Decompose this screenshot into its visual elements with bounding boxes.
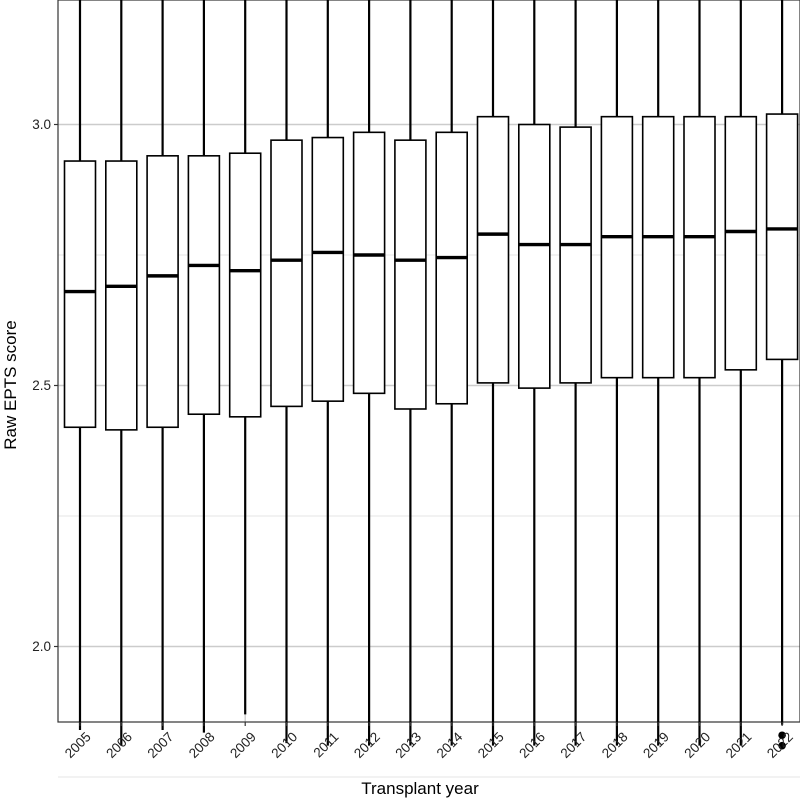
iqr-box <box>63 160 97 429</box>
iqr-box <box>600 115 634 379</box>
outlier-point <box>778 731 786 740</box>
box-2008 <box>187 0 221 733</box>
y-tick-label: 2.5 <box>32 378 51 393</box>
y-tick-label: 2.0 <box>32 639 51 654</box>
iqr-box <box>559 126 592 384</box>
boxes <box>63 0 799 750</box>
iqr-box <box>228 152 262 418</box>
y-axis-title: Raw EPTS score <box>1 320 20 449</box>
iqr-box <box>187 155 221 416</box>
iqr-box <box>146 155 179 429</box>
box-2006 <box>105 0 138 746</box>
box-2012 <box>352 0 386 746</box>
panel-border <box>57 0 800 723</box>
iqr-box <box>270 139 303 408</box>
box-2019 <box>641 0 675 746</box>
iqr-box <box>394 139 427 410</box>
iqr-box <box>435 131 469 405</box>
iqr-box <box>311 136 345 402</box>
y-axis-ticks: 2.02.53.03.54.0 <box>32 117 58 654</box>
box-2016 <box>517 0 551 746</box>
iqr-box <box>517 123 551 389</box>
y-tick-label: 3.0 <box>32 117 51 132</box>
box-2021 <box>724 0 758 746</box>
iqr-box <box>724 115 758 371</box>
iqr-box <box>476 115 510 384</box>
box-2010 <box>270 0 303 744</box>
iqr-box <box>683 115 716 379</box>
box-2018 <box>600 0 634 746</box>
box-2007 <box>146 0 179 731</box>
iqr-box <box>352 131 386 395</box>
outlier-point <box>778 741 786 750</box>
box-2022 <box>765 0 799 750</box>
iqr-box <box>765 113 799 361</box>
box-2015 <box>476 0 510 746</box>
box-2005 <box>63 0 97 731</box>
box-2017 <box>559 0 592 746</box>
box-2014 <box>435 0 469 746</box>
x-axis-title: Transplant year <box>361 779 479 798</box>
iqr-box <box>641 115 675 379</box>
box-2020 <box>683 0 716 746</box>
iqr-box <box>105 160 138 431</box>
box-2013 <box>394 0 427 746</box>
box-2011 <box>311 0 345 746</box>
box-2009 <box>228 0 262 715</box>
